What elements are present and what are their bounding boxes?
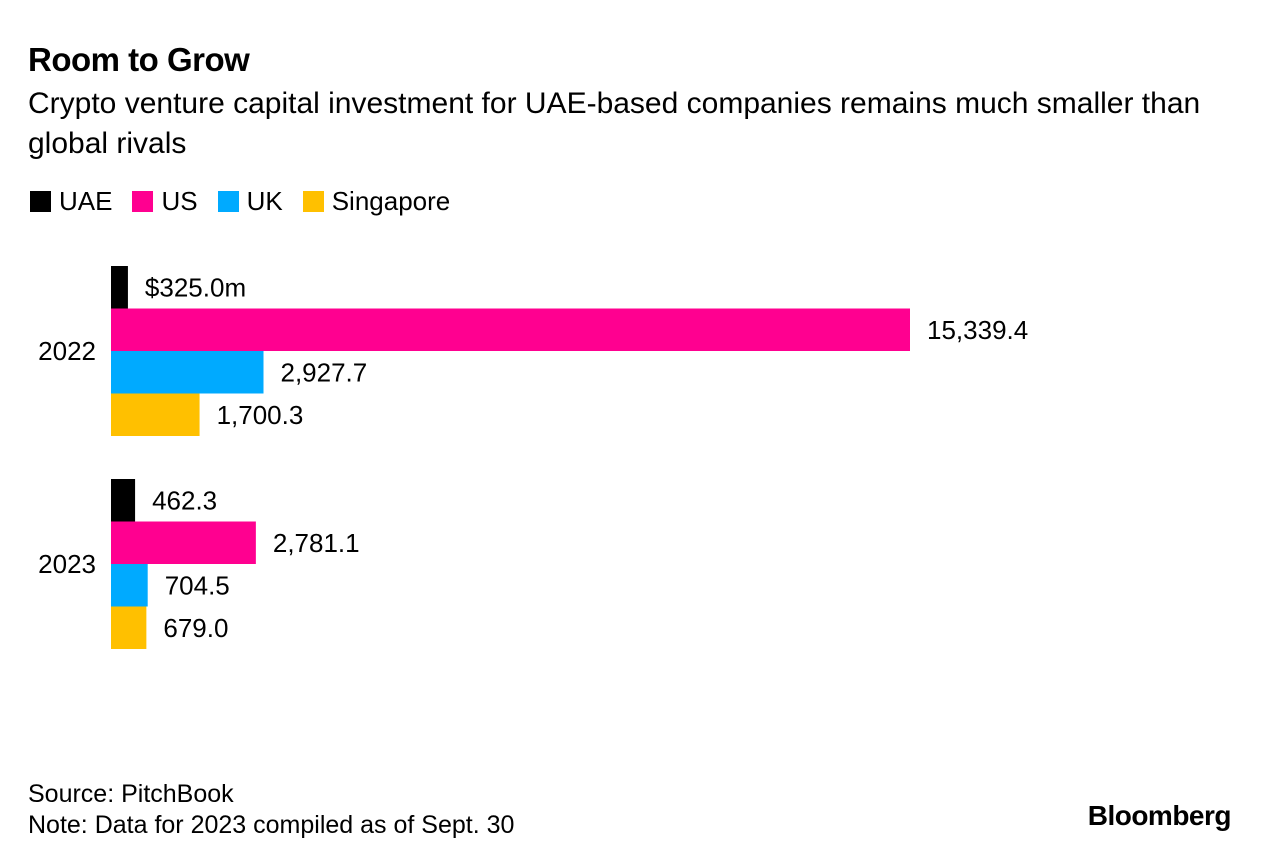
bar-uae-2023 — [111, 479, 136, 522]
bar-chart: 2022 $325.0m 15,339.4 2,927.7 1,700.3 2023 462… — [38, 266, 1028, 649]
data-note: Note: Data for 2023 compiled as of Sept.… — [28, 811, 515, 839]
data-label-uk-2023: 704.5 — [165, 570, 230, 600]
chart-title: Room to Grow — [28, 41, 250, 78]
bar-uk-2022 — [111, 351, 264, 394]
legend-swatch-uk — [217, 190, 239, 212]
bloomberg-logo: Bloomberg — [1087, 800, 1232, 831]
source-note: Source: PitchBook — [28, 780, 234, 808]
chart-subtitle: Crypto venture capital investment for UA… — [28, 87, 1201, 160]
bar-singapore-2022 — [111, 393, 200, 436]
bar-us-2023 — [111, 521, 256, 564]
category-label-2023: 2023 — [38, 549, 96, 579]
legend-item-us: US — [132, 185, 198, 217]
data-label-uk-2022: 2,927.7 — [280, 357, 367, 387]
data-label-us-2023: 2,781.1 — [273, 528, 360, 558]
legend-label-uk: UK — [246, 185, 283, 216]
category-label-2022: 2022 — [38, 336, 96, 366]
legend-swatch-uae — [30, 190, 51, 212]
legend-item-uk: UK — [217, 185, 283, 217]
bar-us-2022 — [111, 308, 910, 351]
data-label-singapore-2023: 679.0 — [163, 613, 228, 643]
legend-item-uae: UAE — [30, 186, 112, 217]
legend-label-uae: UAE — [59, 185, 113, 216]
bar-singapore-2023 — [111, 606, 147, 649]
data-label-us-2022: 15,339.4 — [927, 315, 1028, 345]
data-label-uae-2023: 462.3 — [152, 485, 217, 515]
legend-swatch-singapore — [302, 190, 324, 212]
bar-uae-2022 — [111, 266, 128, 309]
legend-item-singapore: Singapore — [302, 185, 451, 217]
data-label-singapore-2022: 1,700.3 — [217, 400, 304, 430]
bar-uk-2023 — [111, 564, 148, 607]
legend-swatch-us — [132, 190, 154, 212]
legend-label-singapore: Singapore — [331, 185, 451, 216]
legend: UAE US UK Singapore — [30, 184, 470, 218]
legend-label-us: US — [161, 185, 198, 216]
data-label-uae-2022: $325.0m — [145, 272, 246, 302]
